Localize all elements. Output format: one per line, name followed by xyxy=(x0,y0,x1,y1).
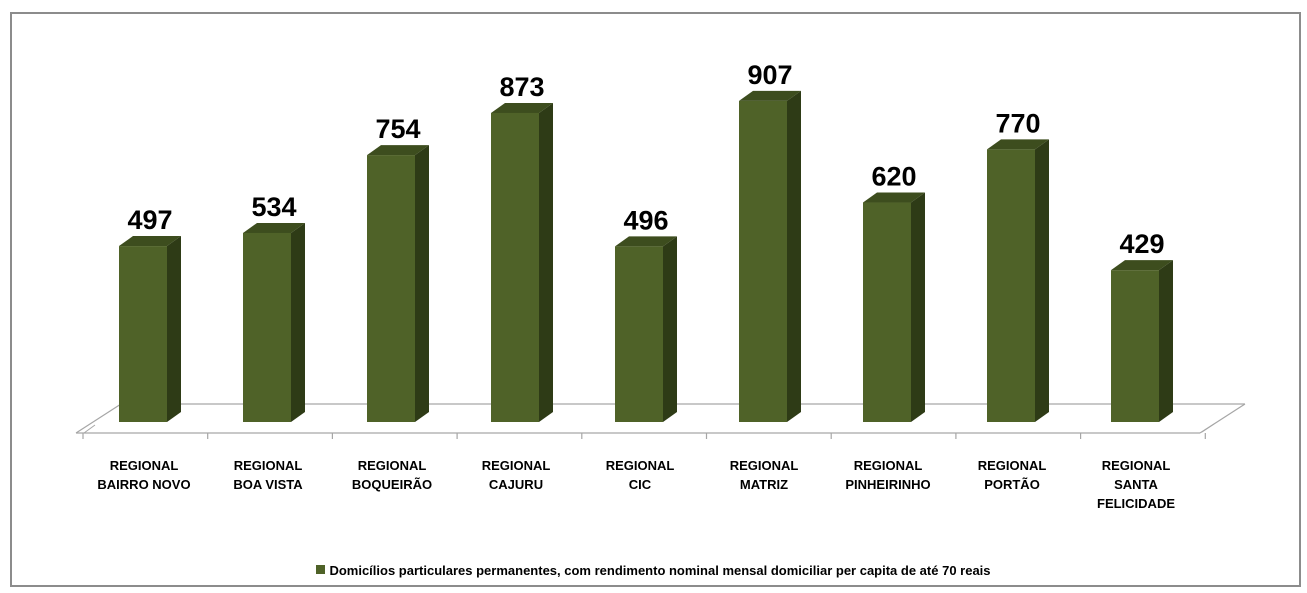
bar-side-face xyxy=(415,145,429,423)
bar-1 xyxy=(119,236,181,422)
category-label-line: REGIONAL xyxy=(110,458,179,473)
bar-top-face xyxy=(987,139,1049,150)
chart-floor xyxy=(75,403,1246,439)
category-label-line: MATRIZ xyxy=(740,477,788,492)
category-label-line: BOQUEIRÃO xyxy=(352,477,432,492)
category-label-line: BAIRRO NOVO xyxy=(97,477,190,492)
bar-front-face xyxy=(615,246,663,422)
floor-left-edge xyxy=(75,403,122,434)
category-label-8: REGIONAL PORTÃO xyxy=(978,458,1047,492)
category-label-line: REGIONAL xyxy=(234,458,303,473)
bar-2 xyxy=(243,222,305,422)
legend: Domicílios particulares permanentes, com… xyxy=(0,562,1307,578)
category-label-7: REGIONAL PINHEIRINHO xyxy=(845,458,930,492)
bar-top-face xyxy=(491,102,553,113)
category-label-line: REGIONAL xyxy=(1102,458,1171,473)
bar-side-face xyxy=(1159,260,1173,422)
category-label-line: FELICIDADE xyxy=(1097,496,1175,511)
data-label-5: 496 xyxy=(623,205,668,235)
category-label-1: REGIONAL BAIRRO NOVO xyxy=(97,458,190,492)
legend-swatch xyxy=(316,565,326,575)
bar-side-face xyxy=(911,192,925,422)
bar-side-face xyxy=(1035,139,1049,423)
category-label-line: BOA VISTA xyxy=(233,477,303,492)
category-label-line: REGIONAL xyxy=(358,458,427,473)
legend-label: Domicílios particulares permanentes, com… xyxy=(329,563,991,579)
bar-side-face xyxy=(787,90,801,422)
category-label-line: CIC xyxy=(629,477,652,492)
bar-9 xyxy=(1111,260,1173,422)
category-label-line: REGIONAL xyxy=(978,458,1047,473)
data-label-9: 429 xyxy=(1119,229,1164,259)
bar-series: 497 534 754 873 496 907 620 770 429 xyxy=(119,60,1173,423)
bar-top-face xyxy=(739,90,801,101)
category-label-4: REGIONAL CAJURU xyxy=(482,458,551,492)
data-label-8: 770 xyxy=(995,108,1040,138)
data-label-3: 754 xyxy=(375,114,420,144)
category-label-line: CAJURU xyxy=(489,477,543,492)
category-label-line: REGIONAL xyxy=(854,458,923,473)
bar-4 xyxy=(491,102,553,422)
bar-3 xyxy=(367,145,429,423)
bar-6 xyxy=(739,90,801,422)
data-label-1: 497 xyxy=(127,205,172,235)
category-label-9: REGIONAL SANTA FELICIDADE xyxy=(1097,458,1175,511)
bar-front-face xyxy=(863,202,911,422)
bar-front-face xyxy=(119,246,167,422)
bar-top-face xyxy=(243,222,305,233)
category-label-3: REGIONAL BOQUEIRÃO xyxy=(352,458,432,492)
bar-top-face xyxy=(1111,260,1173,271)
category-label-line: SANTA xyxy=(1114,477,1158,492)
bar-top-face xyxy=(367,145,429,156)
bar-front-face xyxy=(243,232,291,422)
category-label-6: REGIONAL MATRIZ xyxy=(730,458,799,492)
bar-side-face xyxy=(663,236,677,422)
data-label-6: 907 xyxy=(747,60,792,90)
category-label-line: PINHEIRINHO xyxy=(845,477,930,492)
bar-front-face xyxy=(1111,270,1159,422)
category-label-line: PORTÃO xyxy=(984,477,1040,492)
data-label-2: 534 xyxy=(251,192,296,222)
data-label-4: 873 xyxy=(499,72,544,102)
category-label-line: REGIONAL xyxy=(606,458,675,473)
bar-side-face xyxy=(291,222,305,422)
category-label-line: REGIONAL xyxy=(730,458,799,473)
bar-side-face xyxy=(167,236,181,422)
category-label-2: REGIONAL BOA VISTA xyxy=(233,458,303,492)
bar-top-face xyxy=(119,236,181,247)
bar-front-face xyxy=(987,149,1035,423)
bar-8 xyxy=(987,139,1049,423)
bar-front-face xyxy=(739,100,787,422)
bar-5 xyxy=(615,236,677,422)
bar-side-face xyxy=(539,102,553,422)
data-label-7: 620 xyxy=(871,162,916,192)
bar-front-face xyxy=(367,155,415,423)
floor-corner-stub xyxy=(1201,423,1215,433)
bar-7 xyxy=(863,192,925,422)
category-label-line: REGIONAL xyxy=(482,458,551,473)
bar-top-face xyxy=(863,192,925,203)
bar-front-face xyxy=(491,112,539,422)
category-label-5: REGIONAL CIC xyxy=(606,458,675,492)
bar-top-face xyxy=(615,236,677,247)
floor-corner-stub xyxy=(83,424,96,434)
